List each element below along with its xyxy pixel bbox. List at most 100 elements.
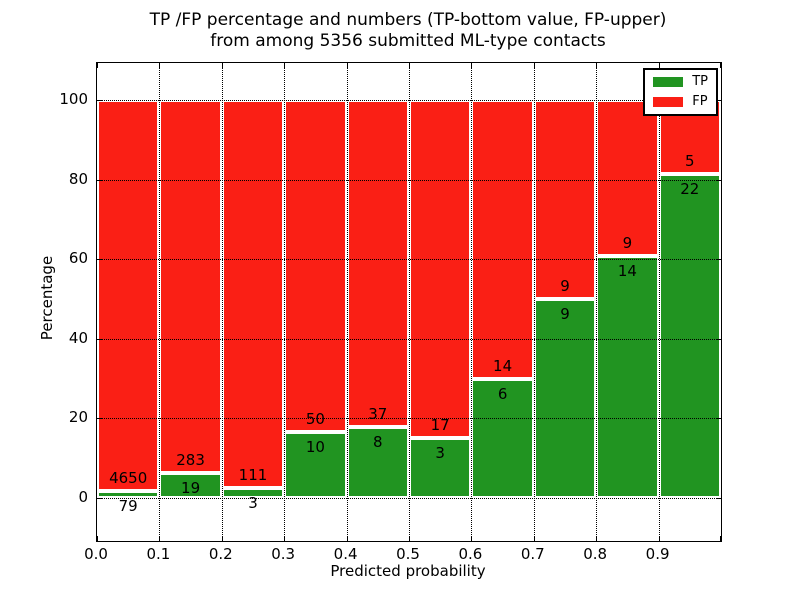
x-tick-label: 0.7	[520, 545, 545, 563]
horizontal-gridline	[97, 100, 721, 101]
y-tick-mark-right	[716, 498, 721, 499]
tp-count-label: 19	[181, 478, 201, 497]
fp-count-label: 5	[685, 151, 695, 170]
fp-legend-swatch	[653, 96, 684, 107]
legend-label: FP	[692, 94, 708, 109]
fp-count-label: 17	[430, 416, 450, 435]
tp-count-label: 3	[435, 444, 445, 463]
x-tick-mark	[97, 536, 98, 541]
x-tick-mark	[720, 536, 721, 541]
fp-count-label: 111	[238, 465, 268, 484]
x-tick-mark-top	[284, 63, 286, 68]
plot-area: 4650 79 283 19 111 3 50 10 37 8 17 3 14 6 9 9 9 14 5 22 TP F…	[96, 62, 722, 542]
tp-bar-segment	[533, 299, 597, 498]
tp-count-label: 3	[248, 493, 258, 512]
fp-count-label: 9	[622, 233, 633, 252]
tp-bar-segment	[596, 255, 659, 498]
horizontal-gridline	[97, 338, 721, 340]
vertical-gridline	[221, 63, 223, 541]
x-tick-label: 0.2	[208, 545, 233, 563]
fp-bar-segment	[221, 100, 285, 488]
tp-count-label: 14	[617, 261, 637, 280]
fp-bar-segment	[471, 100, 534, 379]
x-tick-mark	[596, 536, 598, 541]
horizontal-gridline	[97, 259, 721, 261]
x-tick-mark-top	[658, 63, 660, 68]
x-tick-mark-top	[159, 63, 161, 68]
fp-bar-segment	[596, 100, 659, 256]
x-tick-label: 0.0	[84, 545, 108, 563]
x-tick-mark	[409, 536, 410, 541]
x-tick-mark-top	[409, 63, 410, 68]
legend-row: TP	[653, 75, 708, 88]
legend-label: TP	[692, 74, 708, 89]
fp-bar-segment	[346, 100, 409, 428]
y-tick-mark-right	[716, 179, 721, 181]
x-tick-mark	[221, 536, 223, 541]
x-axis-label: Predicted probability	[330, 562, 486, 580]
tp-bar-segment	[346, 427, 409, 498]
x-tick-mark	[159, 536, 161, 541]
fp-bar-segment	[159, 100, 222, 473]
y-tick-mark-right	[716, 259, 721, 261]
vertical-gridline	[346, 63, 348, 541]
tp-bar-segment	[221, 487, 285, 498]
fp-count-label: 50	[305, 409, 325, 428]
fp-bar-segment	[284, 100, 347, 432]
y-axis-label: Percentage	[38, 255, 56, 341]
tp-bar-segment	[658, 173, 721, 498]
tp-count-label: 10	[305, 437, 325, 456]
x-tick-mark-top	[221, 63, 223, 68]
y-tick-mark	[97, 418, 102, 420]
y-tick-mark	[97, 100, 102, 101]
tp-count-label: 8	[373, 433, 383, 452]
x-tick-mark-top	[533, 63, 535, 68]
vertical-gridline	[284, 63, 286, 541]
vertical-gridline	[159, 63, 161, 541]
tp-count-label: 6	[497, 384, 508, 403]
tp-count-label: 9	[560, 305, 570, 323]
horizontal-gridline	[97, 498, 721, 499]
x-tick-label: 0.4	[333, 545, 358, 563]
x-tick-label: 0.6	[458, 545, 483, 563]
y-tick-label: 20	[68, 408, 88, 427]
x-tick-label: 0.3	[271, 545, 296, 563]
fp-count-label: 37	[368, 405, 388, 424]
y-tick-mark	[97, 338, 102, 340]
tp-bar-segment	[159, 472, 222, 498]
legend-row: FP	[653, 95, 708, 108]
tp-count-label: 79	[118, 497, 138, 516]
fp-count-label: 14	[493, 356, 513, 375]
y-tick-mark	[97, 179, 102, 181]
x-tick-mark	[658, 536, 660, 541]
x-tick-label: 0.8	[583, 545, 608, 563]
x-tick-mark	[471, 536, 473, 541]
y-tick-mark-right	[716, 338, 721, 340]
tp-bar-segment	[97, 491, 160, 498]
y-tick-mark-right	[716, 100, 721, 101]
x-tick-mark-top	[596, 63, 598, 68]
y-tick-label: 60	[68, 249, 88, 268]
legend: TP FP	[643, 68, 718, 116]
tp-bar-segment	[284, 431, 347, 498]
tp-count-label: 22	[680, 179, 700, 198]
x-tick-mark-top	[97, 63, 98, 68]
x-tick-mark-top	[471, 63, 473, 68]
y-tick-mark-right	[716, 418, 721, 420]
x-tick-mark-top	[720, 63, 721, 68]
vertical-gridline	[471, 63, 473, 541]
x-tick-mark	[346, 536, 348, 541]
x-tick-mark	[284, 536, 286, 541]
y-tick-label: 100	[59, 90, 88, 108]
horizontal-gridline	[97, 179, 721, 181]
fp-bar-segment	[533, 100, 597, 299]
vertical-gridline	[409, 63, 410, 541]
x-tick-label: 0.9	[645, 545, 670, 563]
x-tick-label: 0.5	[396, 545, 420, 563]
x-tick-label: 0.1	[146, 545, 171, 563]
fp-count-label: 4650	[109, 469, 148, 488]
chart-title: TP /FP percentage and numbers (TP-bottom…	[96, 10, 720, 52]
y-tick-mark	[97, 498, 102, 499]
tp-bar-segment	[471, 378, 534, 498]
